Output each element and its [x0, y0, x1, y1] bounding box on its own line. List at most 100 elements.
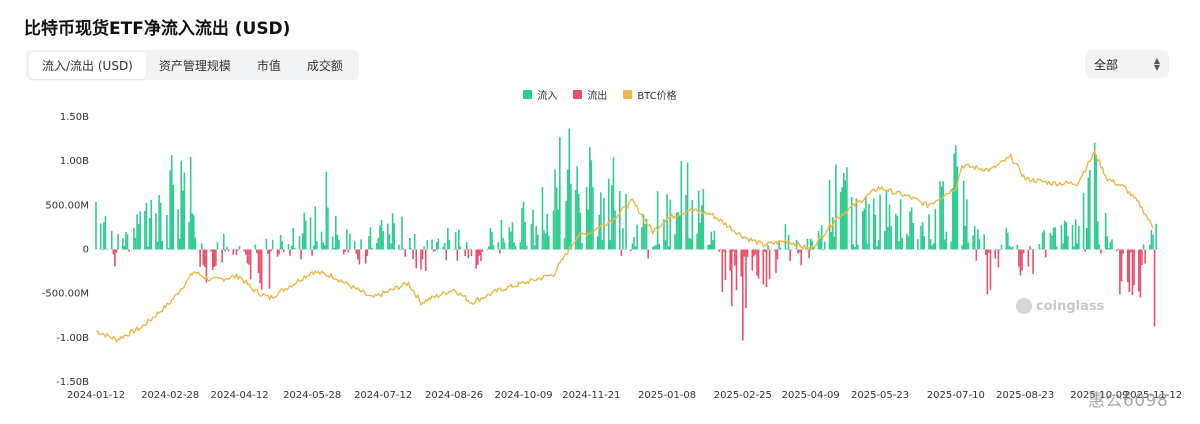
inflow-bar[interactable] [581, 243, 583, 250]
inflow-bar[interactable] [489, 228, 492, 250]
inflow-bar[interactable] [557, 209, 560, 250]
inflow-bar[interactable] [137, 224, 140, 250]
inflow-bar[interactable] [1033, 249, 1036, 250]
outflow-bar[interactable] [1018, 249, 1020, 267]
inflow-bar[interactable] [104, 216, 107, 250]
outflow-bar[interactable] [420, 249, 422, 270]
inflow-bar[interactable] [290, 245, 293, 250]
inflow-bar[interactable] [631, 243, 634, 250]
inflow-bar[interactable] [912, 223, 914, 250]
inflow-bar[interactable] [437, 238, 440, 250]
inflow-bar[interactable] [696, 233, 698, 250]
tab-market-cap[interactable]: 市值 [256, 58, 281, 73]
inflow-bar[interactable] [323, 245, 326, 250]
inflow-bar[interactable] [973, 226, 976, 250]
outflow-bar[interactable] [480, 249, 482, 262]
inflow-bar[interactable] [820, 225, 823, 250]
inflow-bar[interactable] [287, 244, 290, 250]
outflow-bar[interactable] [453, 249, 455, 251]
outflow-bar[interactable] [757, 249, 760, 279]
inflow-bar[interactable] [144, 211, 146, 250]
inflow-bar[interactable] [325, 171, 328, 250]
inflow-bar[interactable] [133, 228, 135, 250]
inflow-bar[interactable] [1093, 142, 1096, 250]
inflow-bar[interactable] [1096, 221, 1099, 250]
inflow-bar[interactable] [636, 224, 638, 250]
outflow-bar[interactable] [289, 249, 291, 256]
inflow-bar[interactable] [844, 180, 847, 250]
outflow-bar[interactable] [723, 249, 725, 252]
outflow-bar[interactable] [205, 249, 208, 283]
inflow-bar[interactable] [402, 248, 405, 250]
inflow-bar[interactable] [951, 188, 954, 250]
inflow-bar[interactable] [697, 190, 700, 250]
outflow-bar[interactable] [989, 249, 992, 290]
inflow-bar[interactable] [568, 128, 571, 250]
outflow-bar[interactable] [790, 249, 793, 251]
inflow-bar[interactable] [281, 241, 283, 250]
inflow-bar[interactable] [254, 244, 257, 250]
inflow-bar[interactable] [961, 245, 963, 250]
inflow-bar[interactable] [376, 243, 378, 250]
inflow-bar[interactable] [712, 240, 714, 250]
inflow-bar[interactable] [226, 246, 228, 250]
inflow-bar[interactable] [150, 199, 153, 250]
inflow-bar[interactable] [702, 188, 705, 250]
outflow-bar[interactable] [988, 249, 990, 253]
inflow-bar[interactable] [598, 214, 601, 250]
inflow-bar[interactable] [641, 227, 643, 250]
outflow-bar[interactable] [724, 249, 727, 280]
inflow-bar[interactable] [618, 190, 621, 250]
outflow-bar[interactable] [227, 249, 230, 252]
inflow-bar[interactable] [701, 205, 703, 250]
inflow-bar[interactable] [1051, 235, 1053, 250]
inflow-bar[interactable] [522, 201, 525, 250]
inflow-bar[interactable] [161, 240, 164, 250]
inflow-bar[interactable] [590, 160, 593, 250]
inflow-bar[interactable] [855, 198, 858, 250]
inflow-bar[interactable] [122, 238, 124, 250]
inflow-bar[interactable] [896, 216, 899, 250]
inflow-bar[interactable] [188, 221, 190, 250]
inflow-bar[interactable] [917, 239, 919, 250]
inflow-bar[interactable] [552, 210, 555, 250]
inflow-bar[interactable] [166, 215, 168, 250]
inflow-bar[interactable] [978, 238, 981, 250]
inflow-bar[interactable] [536, 234, 539, 250]
outflow-bar[interactable] [800, 249, 802, 266]
inflow-bar[interactable] [931, 245, 933, 250]
outflow-bar[interactable] [718, 249, 720, 252]
inflow-bar[interactable] [331, 236, 334, 250]
outflow-bar[interactable] [999, 249, 1001, 251]
outflow-bar[interactable] [246, 249, 249, 264]
inflow-bar[interactable] [99, 223, 102, 250]
inflow-bar[interactable] [828, 179, 831, 250]
outflow-bar[interactable] [221, 249, 223, 263]
inflow-bar[interactable] [601, 240, 604, 250]
inflow-bar[interactable] [379, 225, 381, 250]
outflow-bar[interactable] [1144, 249, 1146, 264]
outflow-bar[interactable] [740, 249, 743, 277]
tab-aum[interactable]: 资产管理规模 [158, 58, 231, 73]
inflow-bar[interactable] [500, 219, 503, 250]
inflow-bar[interactable] [139, 211, 141, 250]
inflow-bar[interactable] [614, 210, 616, 250]
inflow-bar[interactable] [1111, 239, 1113, 250]
inflow-bar[interactable] [544, 233, 547, 250]
inflow-bar[interactable] [327, 207, 329, 250]
inflow-bar[interactable] [1063, 220, 1066, 250]
inflow-bar[interactable] [932, 243, 935, 250]
inflow-bar[interactable] [843, 172, 845, 250]
inflow-bar[interactable] [666, 194, 668, 250]
outflow-bar[interactable] [464, 249, 466, 256]
inflow-bar[interactable] [469, 248, 471, 250]
inflow-bar[interactable] [159, 202, 162, 250]
outflow-bar[interactable] [259, 249, 261, 284]
inflow-bar[interactable] [966, 199, 968, 250]
inflow-bar[interactable] [298, 235, 301, 250]
inflow-bar[interactable] [110, 230, 113, 250]
inflow-bar[interactable] [148, 218, 151, 250]
outflow-bar[interactable] [620, 249, 623, 256]
outflow-bar[interactable] [762, 249, 765, 285]
inflow-bar[interactable] [656, 191, 659, 250]
